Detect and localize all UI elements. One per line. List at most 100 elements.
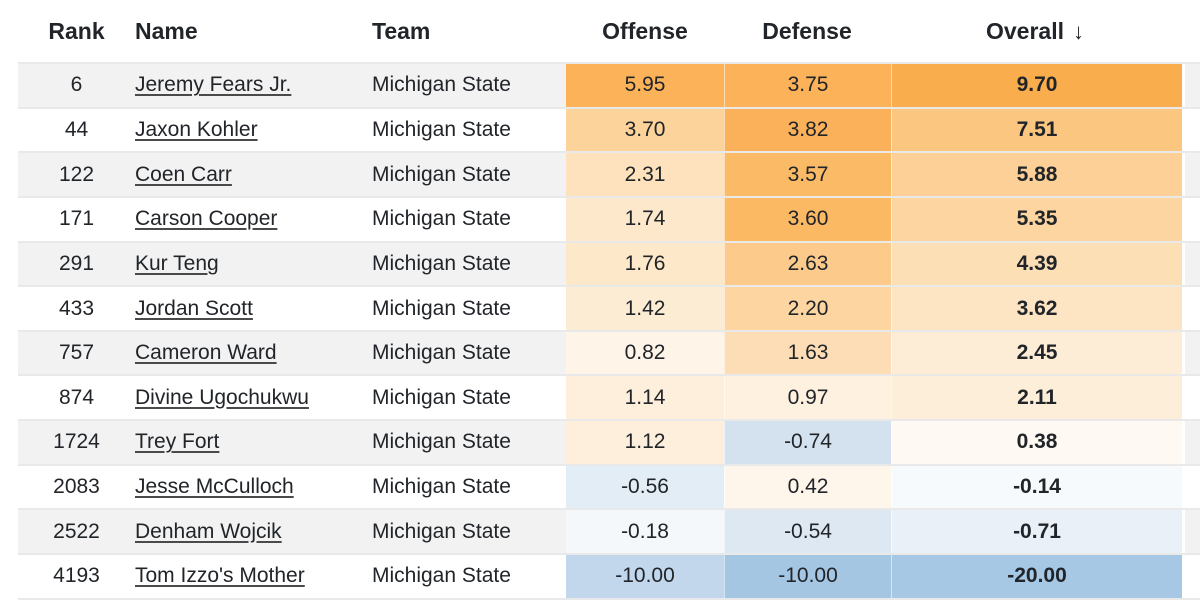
rank-cell: 171 <box>58 207 95 231</box>
offense-value-cell: 1.42 <box>566 287 724 330</box>
defense-value-cell: 3.60 <box>724 197 891 241</box>
table-row: 2522 Denham Wojcik Michigan State -0.18 … <box>18 508 1200 554</box>
defense-value-cell: 2.20 <box>724 287 891 330</box>
team-cell: Michigan State <box>372 73 511 97</box>
rank-cell: 2522 <box>53 519 100 543</box>
team-cell: Michigan State <box>372 475 511 499</box>
player-name-link[interactable]: Denham Wojcik <box>135 519 282 543</box>
name-cell: Jordan Scott <box>135 287 372 330</box>
player-name-link[interactable]: Divine Ugochukwu <box>135 385 309 409</box>
player-name-link[interactable]: Tom Izzo's Mother <box>135 564 305 588</box>
name-cell: Kur Teng <box>135 243 372 286</box>
defense-value-cell: 3.57 <box>724 153 891 196</box>
team-cell: Michigan State <box>372 207 511 231</box>
defense-value-cell: -0.54 <box>724 510 891 554</box>
column-header-overall-label: Overall <box>986 17 1064 44</box>
overall-value-cell: -0.14 <box>891 465 1185 509</box>
team-cell: Michigan State <box>372 341 511 365</box>
rank-cell: 291 <box>58 251 95 275</box>
table-row: 122 Coen Carr Michigan State 2.31 3.57 5… <box>18 151 1200 196</box>
defense-value-cell: 1.63 <box>724 331 891 375</box>
player-name-link[interactable]: Cameron Ward <box>135 341 277 365</box>
offense-value-cell: 0.82 <box>566 331 724 375</box>
overall-value-cell: 2.45 <box>891 331 1185 375</box>
overall-value-cell: -20.00 <box>891 555 1185 598</box>
name-cell: Trey Fort <box>135 421 372 464</box>
team-cell: Michigan State <box>372 117 511 141</box>
overall-value-cell: 0.38 <box>891 421 1185 464</box>
defense-value-cell: -10.00 <box>724 555 891 598</box>
offense-value-cell: 3.70 <box>566 108 724 152</box>
player-name-link[interactable]: Jeremy Fears Jr. <box>135 73 292 97</box>
name-cell: Jeremy Fears Jr. <box>135 64 372 107</box>
defense-value-cell: 0.42 <box>724 465 891 509</box>
team-cell: Michigan State <box>372 162 511 186</box>
column-header-overall[interactable]: Overall ↓ <box>890 0 1180 62</box>
player-name-link[interactable]: Jaxon Kohler <box>135 117 258 141</box>
rank-cell: 2083 <box>53 475 100 499</box>
overall-value-cell: -0.71 <box>891 510 1185 554</box>
rank-cell: 4193 <box>53 564 100 588</box>
offense-value-cell: 1.14 <box>566 376 724 420</box>
rank-cell: 874 <box>58 385 95 409</box>
rank-cell: 433 <box>58 296 95 320</box>
offense-value-cell: -0.18 <box>566 510 724 554</box>
offense-value-cell: 2.31 <box>566 153 724 196</box>
offense-value-cell: 5.95 <box>566 64 724 107</box>
defense-value-cell: 3.75 <box>724 64 891 107</box>
player-name-link[interactable]: Coen Carr <box>135 162 232 186</box>
overall-value-cell: 3.62 <box>891 287 1185 330</box>
table-row: 6 Jeremy Fears Jr. Michigan State 5.95 3… <box>18 62 1200 107</box>
rank-cell: 44 <box>64 117 89 141</box>
team-cell: Michigan State <box>372 519 511 543</box>
name-cell: Jesse McCulloch <box>135 466 372 509</box>
team-cell: Michigan State <box>372 430 511 454</box>
name-cell: Coen Carr <box>135 153 372 196</box>
table-row: 44 Jaxon Kohler Michigan State 3.70 3.82… <box>18 106 1200 152</box>
offense-value-cell: 1.74 <box>566 197 724 241</box>
table-row: 171 Carson Cooper Michigan State 1.74 3.… <box>18 195 1200 241</box>
rank-cell: 1724 <box>53 430 100 454</box>
defense-value-cell: 2.63 <box>724 242 891 286</box>
column-header-offense[interactable]: Offense <box>602 17 688 44</box>
overall-value-cell: 5.88 <box>891 153 1185 196</box>
column-header-team[interactable]: Team <box>372 17 431 44</box>
team-cell: Michigan State <box>372 251 511 275</box>
table-row: 874 Divine Ugochukwu Michigan State 1.14… <box>18 374 1200 420</box>
team-cell: Michigan State <box>372 564 511 588</box>
overall-value-cell: 7.51 <box>891 108 1185 152</box>
team-cell: Michigan State <box>372 385 511 409</box>
table-row: 433 Jordan Scott Michigan State 1.42 2.2… <box>18 285 1200 330</box>
name-cell: Denham Wojcik <box>135 510 372 553</box>
rank-cell: 757 <box>58 341 95 365</box>
overall-value-cell: 5.35 <box>891 197 1185 241</box>
table-row: 291 Kur Teng Michigan State 1.76 2.63 4.… <box>18 240 1200 286</box>
name-cell: Cameron Ward <box>135 332 372 375</box>
player-name-link[interactable]: Jesse McCulloch <box>135 475 294 499</box>
offense-value-cell: -10.00 <box>566 555 724 598</box>
defense-value-cell: -0.74 <box>724 421 891 464</box>
table-row: 1724 Trey Fort Michigan State 1.12 -0.74… <box>18 419 1200 464</box>
overall-value-cell: 2.11 <box>891 376 1185 420</box>
team-cell: Michigan State <box>372 296 511 320</box>
column-header-name[interactable]: Name <box>135 17 198 44</box>
name-cell: Divine Ugochukwu <box>135 376 372 419</box>
table-row: 4193 Tom Izzo's Mother Michigan State -1… <box>18 553 1200 598</box>
table-header-row: Rank Name Team Offense Defense Overall ↓ <box>18 0 1200 62</box>
table-row: 2083 Jesse McCulloch Michigan State -0.5… <box>18 463 1200 509</box>
player-name-link[interactable]: Jordan Scott <box>135 296 253 320</box>
table-row: 757 Cameron Ward Michigan State 0.82 1.6… <box>18 329 1200 375</box>
overall-value-cell: 9.70 <box>891 64 1185 107</box>
name-cell: Tom Izzo's Mother <box>135 555 372 598</box>
overall-value-cell: 4.39 <box>891 242 1185 286</box>
player-name-link[interactable]: Trey Fort <box>135 430 220 454</box>
column-header-rank[interactable]: Rank <box>48 17 105 44</box>
table-body: 6 Jeremy Fears Jr. Michigan State 5.95 3… <box>18 62 1200 600</box>
player-name-link[interactable]: Kur Teng <box>135 251 219 275</box>
defense-value-cell: 3.82 <box>724 108 891 152</box>
player-name-link[interactable]: Carson Cooper <box>135 207 278 231</box>
column-header-defense[interactable]: Defense <box>762 17 852 44</box>
offense-value-cell: 1.12 <box>566 421 724 464</box>
name-cell: Carson Cooper <box>135 198 372 241</box>
